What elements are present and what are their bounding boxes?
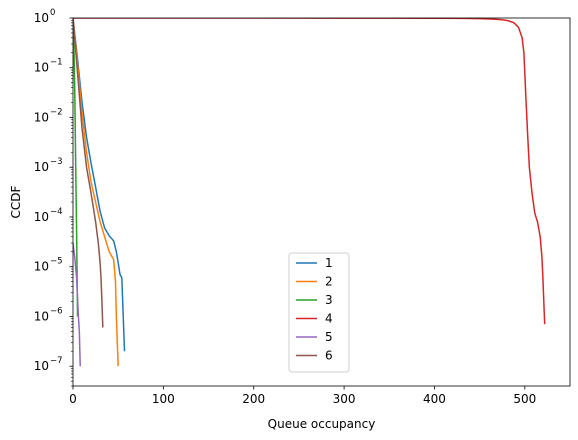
y-tick-exponent: −4 <box>50 207 63 217</box>
legend-label-1: 1 <box>325 256 333 270</box>
y-tick-label: 10 <box>34 110 49 124</box>
series-line-3 <box>73 18 79 317</box>
legend: 1 2 3 4 5 6 <box>288 252 350 373</box>
x-axis: 0 100 200 300 400 500 <box>69 386 536 406</box>
series-line-5 <box>73 242 81 367</box>
y-tick-exponent: 0 <box>50 8 55 18</box>
y-tick-label: 10 <box>34 61 49 75</box>
y-tick-label: 10 <box>34 309 49 323</box>
y-tick-label: 10 <box>34 11 49 25</box>
y-axis-label: CCDF <box>9 185 23 218</box>
y-tick-label: 10 <box>34 160 49 174</box>
y-tick-label: 10 <box>34 359 49 373</box>
plot-frame <box>72 17 571 387</box>
x-tick-label: 300 <box>333 392 356 406</box>
legend-label-6: 6 <box>325 349 333 363</box>
series-line-2 <box>73 18 119 367</box>
y-tick-exponent: −2 <box>50 107 63 117</box>
x-tick-label: 500 <box>513 392 536 406</box>
legend-label-3: 3 <box>325 293 333 307</box>
legend-box <box>288 252 350 373</box>
y-tick-exponent: −1 <box>50 58 63 68</box>
legend-label-4: 4 <box>325 312 333 326</box>
y-tick-label: 10 <box>34 210 49 224</box>
x-tick-label: 100 <box>152 392 175 406</box>
y-tick-label: 10 <box>34 260 49 274</box>
x-tick-label: 400 <box>423 392 446 406</box>
legend-label-5: 5 <box>325 330 333 344</box>
x-tick-label: 0 <box>69 392 77 406</box>
y-tick-exponent: −6 <box>50 306 63 316</box>
y-tick-exponent: −3 <box>50 157 63 167</box>
y-tick-exponent: −7 <box>50 356 63 366</box>
legend-label-2: 2 <box>325 275 333 289</box>
x-axis-label: Queue occupancy <box>268 417 376 431</box>
y-tick-exponent: −5 <box>50 257 63 267</box>
series-line-1 <box>73 18 126 352</box>
x-tick-label: 200 <box>242 392 265 406</box>
series-line-6 <box>73 18 104 328</box>
